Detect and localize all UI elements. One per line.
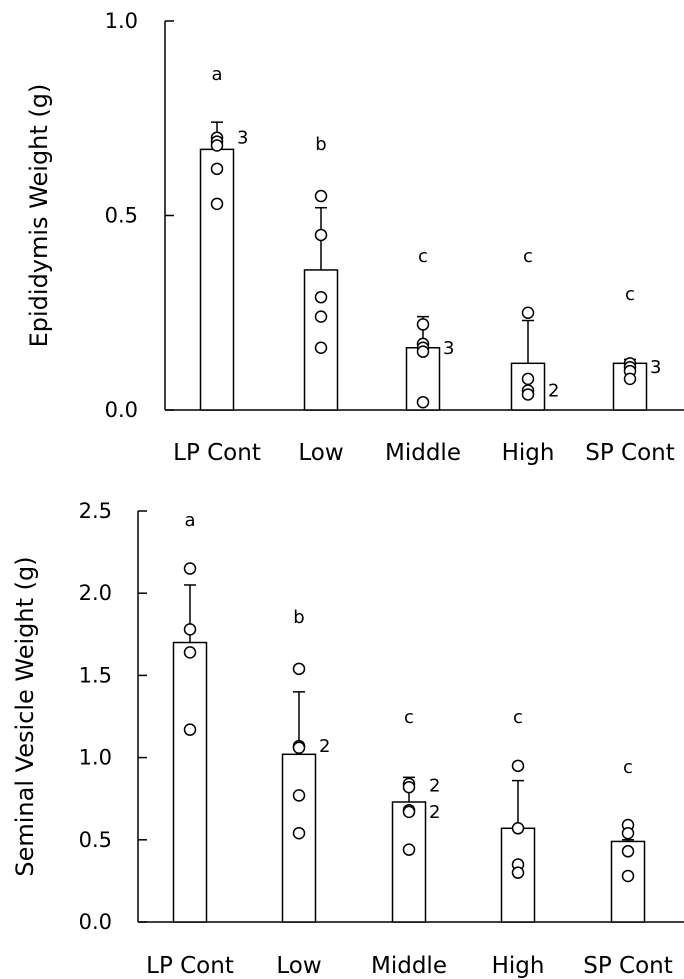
x-category-label: High: [492, 953, 545, 979]
data-point: [185, 724, 196, 735]
data-point: [294, 790, 305, 801]
data-point: [404, 782, 415, 793]
data-point: [212, 198, 223, 209]
data-point: [212, 163, 223, 174]
data-point: [316, 311, 327, 322]
data-point: [418, 346, 429, 357]
significance-letter: c: [623, 757, 633, 778]
x-category-label: Low: [298, 440, 343, 466]
overlap-count-label: 2: [429, 776, 440, 797]
data-point: [523, 373, 534, 384]
data-point: [185, 624, 196, 635]
y-axis-title: Seminal Vesicle Weight (g): [11, 556, 39, 876]
x-category-label: Low: [276, 953, 321, 979]
x-category-label: LP Cont: [173, 440, 261, 466]
data-point: [185, 563, 196, 574]
y-tick-label: 0.0: [79, 910, 112, 934]
y-tick-label: 0.5: [105, 204, 138, 228]
overlap-count-label: 2: [319, 736, 330, 757]
significance-letter: a: [211, 64, 222, 85]
significance-letter: a: [184, 510, 195, 531]
data-point: [523, 307, 534, 318]
bar: [201, 149, 234, 410]
y-axis-title: Epididymis Weight (g): [25, 84, 53, 348]
data-point: [185, 647, 196, 658]
bar: [393, 802, 426, 922]
overlap-count-label: 3: [650, 357, 661, 378]
data-point: [523, 389, 534, 400]
y-tick-label: 0.5: [79, 828, 112, 852]
significance-letter: c: [418, 246, 428, 267]
data-point: [294, 828, 305, 839]
data-point: [418, 319, 429, 330]
data-point: [513, 760, 524, 771]
data-point: [316, 342, 327, 353]
y-tick-label: 2.0: [79, 581, 112, 605]
data-point: [513, 823, 524, 834]
chart-2: 0.0 0.5 1.0 1.5 2.0 2.5 Seminal Vesicle Weight…: [11, 499, 684, 979]
bar: [174, 643, 207, 922]
data-point: [418, 397, 429, 408]
data-point: [212, 140, 223, 151]
data-point: [404, 844, 415, 855]
x-category-label: High: [502, 440, 555, 466]
data-point: [623, 846, 634, 857]
overlap-count-label: 3: [443, 338, 454, 359]
x-category-label: Middle: [385, 440, 461, 466]
data-point: [623, 870, 634, 881]
significance-letter: b: [293, 607, 304, 628]
x-category-label: Middle: [371, 953, 447, 979]
data-point: [625, 373, 636, 384]
data-point: [294, 663, 305, 674]
data-point: [316, 191, 327, 202]
data-point: [404, 806, 415, 817]
overlap-count-label: 2: [548, 381, 559, 402]
data-point: [623, 828, 634, 839]
significance-letter: c: [404, 707, 414, 728]
overlap-count-label: 2: [429, 802, 440, 823]
x-category-label: SP Cont: [585, 440, 675, 466]
data-point: [316, 229, 327, 240]
x-category-label: LP Cont: [146, 953, 234, 979]
significance-letter: c: [513, 707, 523, 728]
significance-letter: c: [523, 246, 533, 267]
overlap-count-label: 3: [237, 128, 248, 149]
y-tick-label: 1.0: [105, 9, 138, 33]
chart-1: 0.0 0.5 1.0 Epididymis Weight (g) a LP Cont b L…: [25, 9, 684, 466]
data-point: [513, 867, 524, 878]
significance-letter: c: [625, 284, 635, 305]
data-point: [316, 292, 327, 303]
x-category-label: SP Cont: [583, 953, 673, 979]
y-tick-label: 1.0: [79, 746, 112, 770]
data-point: [294, 742, 305, 753]
y-tick-label: 1.5: [79, 663, 112, 687]
y-tick-label: 2.5: [79, 499, 112, 523]
y-tick-label: 0.0: [105, 398, 138, 422]
significance-letter: b: [315, 134, 326, 155]
